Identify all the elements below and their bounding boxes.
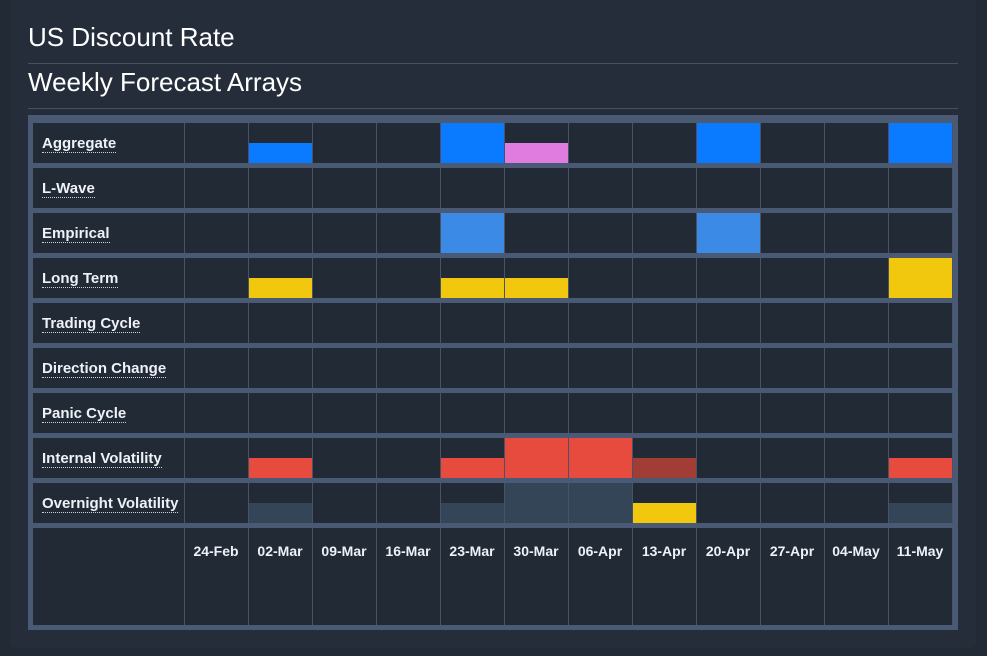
column-divider (824, 123, 825, 625)
column-divider (376, 123, 377, 625)
row-label-internal-volatility: Internal Volatility (42, 450, 162, 468)
x-tick-label: 11-May (896, 543, 944, 559)
x-tick-label: 27-Apr (769, 543, 815, 559)
column-divider (504, 123, 505, 625)
row-divider (33, 208, 953, 213)
row-label-aggregate: Aggregate (42, 135, 117, 153)
row-divider (33, 478, 953, 483)
forecast-cell (505, 278, 568, 298)
forecast-cell (569, 438, 632, 478)
column-divider (632, 123, 633, 625)
forecast-cell (633, 458, 696, 478)
row-label-l-wave: L-Wave (42, 180, 95, 198)
forecast-cell (249, 503, 312, 523)
forecast-card: US Discount Rate Weekly Forecast Arrays … (10, 0, 976, 648)
column-divider (312, 123, 313, 625)
row-label-empirical: Empirical (42, 225, 110, 243)
x-tick-label: 24-Feb (193, 543, 239, 559)
row-label-panic-cycle: Panic Cycle (42, 405, 127, 423)
forecast-cell (889, 458, 952, 478)
forecast-cell (441, 503, 504, 523)
row-divider (33, 253, 953, 258)
forecast-cell (697, 123, 760, 163)
x-tick-label: 04-May (832, 543, 880, 559)
column-divider (248, 123, 249, 625)
forecast-array-chart: Aggregate L-Wave Empirical Long Term Trading… (28, 115, 958, 630)
x-tick-label: 02-Mar (257, 543, 303, 559)
forecast-cell (889, 503, 952, 523)
title-divider (28, 63, 958, 64)
x-tick-label: 16-Mar (385, 543, 431, 559)
forecast-cell (441, 213, 504, 253)
row-label-trading-cycle: Trading Cycle (42, 315, 141, 333)
chart-title: Weekly Forecast Arrays (28, 67, 303, 97)
x-tick-label: 20-Apr (705, 543, 751, 559)
x-tick-label: 09-Mar (321, 543, 367, 559)
row-divider (33, 163, 953, 168)
row-divider (33, 343, 953, 348)
column-divider (184, 123, 185, 625)
subtitle-divider (28, 108, 958, 109)
row-divider (33, 433, 953, 438)
row-label-direction-change: Direction Change (42, 360, 167, 378)
forecast-cell (889, 258, 952, 298)
row-label-overnight-volatility: Overnight Volatility (42, 495, 179, 513)
row-divider (33, 388, 953, 393)
column-divider (760, 123, 761, 625)
x-tick-label: 30-Mar (513, 543, 559, 559)
forecast-cell (441, 278, 504, 298)
forecast-cell (697, 213, 760, 253)
page-title: US Discount Rate (28, 22, 235, 52)
column-divider (888, 123, 889, 625)
row-divider (33, 523, 953, 528)
column-divider (952, 123, 953, 625)
x-tick-label: 23-Mar (449, 543, 495, 559)
forecast-cell (889, 123, 952, 163)
forecast-cell (505, 483, 568, 523)
column-divider (568, 123, 569, 625)
forecast-cell (441, 458, 504, 478)
forecast-cell (249, 143, 312, 163)
forecast-cell (249, 278, 312, 298)
x-tick-label: 13-Apr (641, 543, 687, 559)
x-tick-label: 06-Apr (577, 543, 623, 559)
forecast-grid: Aggregate L-Wave Empirical Long Term Trading… (33, 123, 953, 625)
forecast-cell (441, 123, 504, 163)
column-divider (440, 123, 441, 625)
column-divider (696, 123, 697, 625)
forecast-cell (569, 483, 632, 523)
forecast-cell (505, 438, 568, 478)
row-divider (33, 298, 953, 303)
forecast-cell (249, 458, 312, 478)
forecast-cell (633, 503, 696, 523)
forecast-cell (505, 143, 568, 163)
row-label-long-term: Long Term (42, 270, 119, 288)
